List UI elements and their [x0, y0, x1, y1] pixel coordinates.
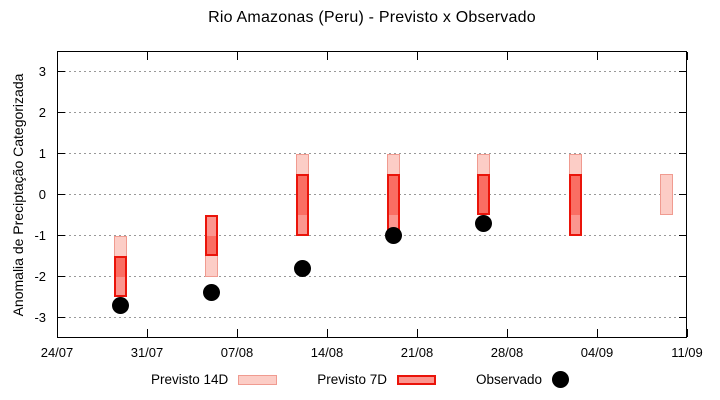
gridline [59, 317, 685, 318]
y-tick [58, 235, 65, 236]
observado-point [294, 259, 312, 277]
x-tick-label: 07/08 [220, 345, 254, 360]
y-tick [58, 276, 65, 277]
y-tick-label: 0 [38, 186, 46, 202]
y-tick-right [679, 153, 686, 154]
y-tick-right [679, 276, 686, 277]
previsto-7d-swatch [397, 374, 437, 385]
y-tick [58, 194, 65, 195]
legend-item-observado: Observado [476, 371, 570, 388]
x-tick [686, 329, 688, 337]
previsto-7d-outline [296, 174, 310, 236]
gridline [59, 235, 685, 236]
gridline [59, 71, 685, 72]
y-tick-label: -1 [34, 227, 46, 243]
chart-title: Rio Amazonas (Peru) - Previsto x Observa… [208, 9, 536, 26]
legend-item-previsto-14d: Previsto 14D [150, 372, 278, 387]
x-tick [416, 329, 418, 337]
y-tick-right [679, 317, 686, 318]
gridline [59, 276, 685, 277]
y-tick-label: -3 [34, 309, 46, 325]
x-tick-top [326, 52, 328, 60]
y-tick-label: 1 [38, 145, 46, 161]
y-tick [58, 71, 65, 72]
x-tick-top [56, 52, 58, 60]
previsto-14d-swatch [238, 374, 278, 385]
y-tick-right [679, 112, 686, 113]
previsto-7d-outline [568, 174, 582, 236]
y-tick-right [679, 71, 686, 72]
gridline [59, 112, 685, 113]
forecast-overlap-region [568, 174, 582, 215]
observado-point [111, 296, 129, 314]
observado-point [385, 227, 403, 244]
forecast-overlap-region [387, 174, 401, 215]
x-tick-top [686, 52, 688, 60]
x-tick [56, 329, 58, 337]
y-tick-right [679, 235, 686, 236]
previsto-7d-outline [113, 256, 127, 297]
x-tick-label: 11/09 [671, 345, 703, 360]
x-tick-top [506, 52, 508, 60]
x-tick-top [416, 52, 418, 60]
x-tick [506, 329, 508, 337]
x-tick-label: 21/08 [400, 345, 434, 360]
forecast-overlap-region [204, 235, 218, 256]
y-tick-label: 2 [38, 104, 46, 120]
y-tick [58, 112, 65, 113]
x-tick [236, 329, 238, 337]
legend: Previsto 14D Previsto 7D Observado [0, 371, 720, 388]
x-tick-label: 28/08 [490, 345, 524, 360]
x-tick-top [596, 52, 598, 60]
forecast-overlap-region [477, 174, 491, 215]
observado-point [475, 214, 493, 232]
x-tick-label: 24/07 [40, 345, 74, 360]
gridline [59, 194, 685, 195]
legend-item-previsto-7d: Previsto 7D [317, 372, 437, 387]
y-tick-right [679, 194, 686, 195]
x-tick-label: 04/09 [580, 345, 614, 360]
x-tick-top [236, 52, 238, 60]
x-tick [596, 329, 598, 337]
forecast-overlap-region [113, 256, 127, 277]
gridline [59, 153, 685, 154]
x-tick-label: 31/07 [130, 345, 164, 360]
observado-swatch [552, 371, 570, 388]
y-tick [58, 317, 65, 318]
previsto-7d-outline [204, 215, 218, 256]
previsto-7d-outline [477, 174, 491, 215]
forecast-overlap-region [296, 174, 310, 215]
x-tick-top [146, 52, 148, 60]
legend-label-observado: Observado [476, 372, 543, 387]
x-tick [146, 329, 148, 337]
legend-label-previsto-7d: Previsto 7D [317, 372, 388, 387]
y-tick-label: -2 [34, 268, 46, 284]
x-tick-label: 14/08 [310, 345, 344, 360]
legend-label-previsto-14d: Previsto 14D [150, 372, 229, 387]
y-tick-label: 3 [38, 63, 46, 79]
plot-area [57, 51, 687, 338]
previsto-14d-bar [659, 174, 673, 215]
y-tick [58, 153, 65, 154]
observado-point [202, 284, 220, 302]
x-tick [326, 329, 328, 337]
